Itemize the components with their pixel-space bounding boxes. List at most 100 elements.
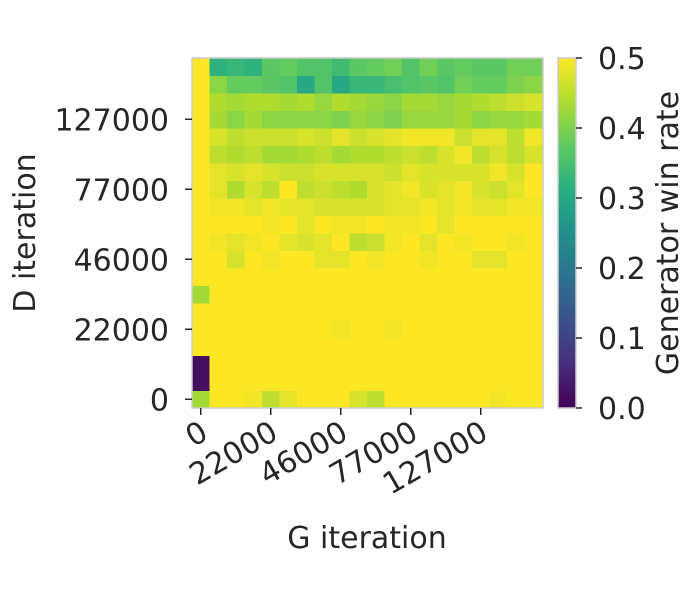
heatmap-cell (209, 303, 228, 321)
heatmap-cell (297, 338, 315, 356)
heatmap-cell (367, 58, 385, 76)
heatmap-cell (227, 75, 245, 94)
heatmap-cell (244, 198, 263, 216)
heatmap-cell (367, 163, 385, 181)
heatmap-cell (419, 233, 438, 251)
heatmap-cell (524, 163, 543, 181)
heatmap-cell (507, 163, 525, 181)
heatmap-cell (437, 145, 455, 164)
heatmap-cell (384, 338, 403, 356)
heatmap-cell (262, 268, 280, 286)
heatmap-cells (192, 58, 543, 409)
colorbar-tick-label: 0.3 (598, 182, 646, 217)
heatmap-cell (262, 355, 280, 374)
heatmap-cell (314, 250, 333, 269)
heatmap-cell (297, 198, 315, 216)
heatmap-cell (472, 320, 490, 339)
heatmap-cell (279, 285, 298, 304)
heatmap-cell (472, 303, 490, 321)
heatmap-cell (437, 285, 455, 304)
heatmap-cell (227, 128, 245, 146)
heatmap-cell (297, 93, 315, 111)
heatmap-cell (209, 128, 228, 146)
heatmap-cell (489, 75, 508, 94)
heatmap-cell (244, 285, 263, 304)
heatmap-cell (437, 93, 455, 111)
heatmap-cell (419, 268, 438, 286)
heatmap-cell (297, 268, 315, 286)
heatmap-cell (209, 390, 228, 409)
heatmap-cell (437, 233, 455, 251)
y-tick-label: 77000 (74, 173, 169, 208)
heatmap-cell (454, 75, 473, 94)
heatmap-cell (419, 93, 438, 111)
heatmap-cell (209, 338, 228, 356)
y-axis-label: D iteration (8, 153, 43, 312)
heatmap-cell (489, 338, 508, 356)
heatmap-cell (384, 215, 403, 234)
heatmap-cell (314, 355, 333, 374)
heatmap-cell (349, 285, 368, 304)
heatmap-cell (297, 163, 315, 181)
heatmap-cell (314, 373, 333, 391)
heatmap-cell (489, 215, 508, 234)
heatmap-cell (489, 180, 508, 199)
heatmap-cell (402, 215, 420, 234)
heatmap-cell (367, 355, 385, 374)
heatmap-cell (437, 58, 455, 76)
heatmap-cell (262, 198, 280, 216)
heatmap-cell (437, 198, 455, 216)
y-tick-label: 0 (150, 383, 169, 418)
heatmap-cell (454, 180, 473, 199)
heatmap-cell (402, 338, 420, 356)
heatmap-cell (279, 75, 298, 94)
heatmap-cell (384, 180, 403, 199)
heatmap-cell (437, 320, 455, 339)
heatmap-cell (367, 285, 385, 304)
heatmap-cell (419, 215, 438, 234)
heatmap-cell (314, 180, 333, 199)
heatmap-cell (367, 373, 385, 391)
heatmap-cell (262, 250, 280, 269)
colorbar-label: Generator win rate (651, 91, 686, 375)
heatmap-cell (507, 303, 525, 321)
heatmap-cell (314, 215, 333, 234)
x-axis-label: G iteration (287, 521, 447, 556)
heatmap-cell (314, 110, 333, 129)
heatmap-cell (367, 338, 385, 356)
heatmap-cell (314, 268, 333, 286)
heatmap-cell (279, 390, 298, 409)
heatmap-cell (209, 58, 228, 76)
heatmap-cell (332, 320, 350, 339)
heatmap-cell (402, 355, 420, 374)
heatmap-cell (419, 180, 438, 199)
heatmap-cell (437, 215, 455, 234)
heatmap-cell (454, 355, 473, 374)
heatmap-cell (472, 163, 490, 181)
heatmap-cell (192, 373, 210, 391)
heatmap-cell (227, 58, 245, 76)
heatmap-cell (507, 355, 525, 374)
heatmap-cell (437, 303, 455, 321)
heatmap-cell (297, 180, 315, 199)
heatmap-cell (227, 198, 245, 216)
heatmap-cell (437, 268, 455, 286)
heatmap-cell (209, 285, 228, 304)
heatmap-cell (489, 250, 508, 269)
heatmap-cell (227, 145, 245, 164)
heatmap-cell (262, 303, 280, 321)
heatmap-cell (332, 198, 350, 216)
heatmap-cell (454, 338, 473, 356)
heatmap-cell (244, 128, 263, 146)
heatmap-cell (419, 250, 438, 269)
heatmap-cell (192, 93, 210, 111)
heatmap-cell (332, 355, 350, 374)
heatmap-cell (244, 75, 263, 94)
heatmap-cell (332, 233, 350, 251)
heatmap-cell (349, 163, 368, 181)
heatmap-cell (367, 303, 385, 321)
heatmap-cell (454, 198, 473, 216)
heatmap-cell (524, 180, 543, 199)
heatmap-cell (489, 58, 508, 76)
heatmap-cell (524, 215, 543, 234)
